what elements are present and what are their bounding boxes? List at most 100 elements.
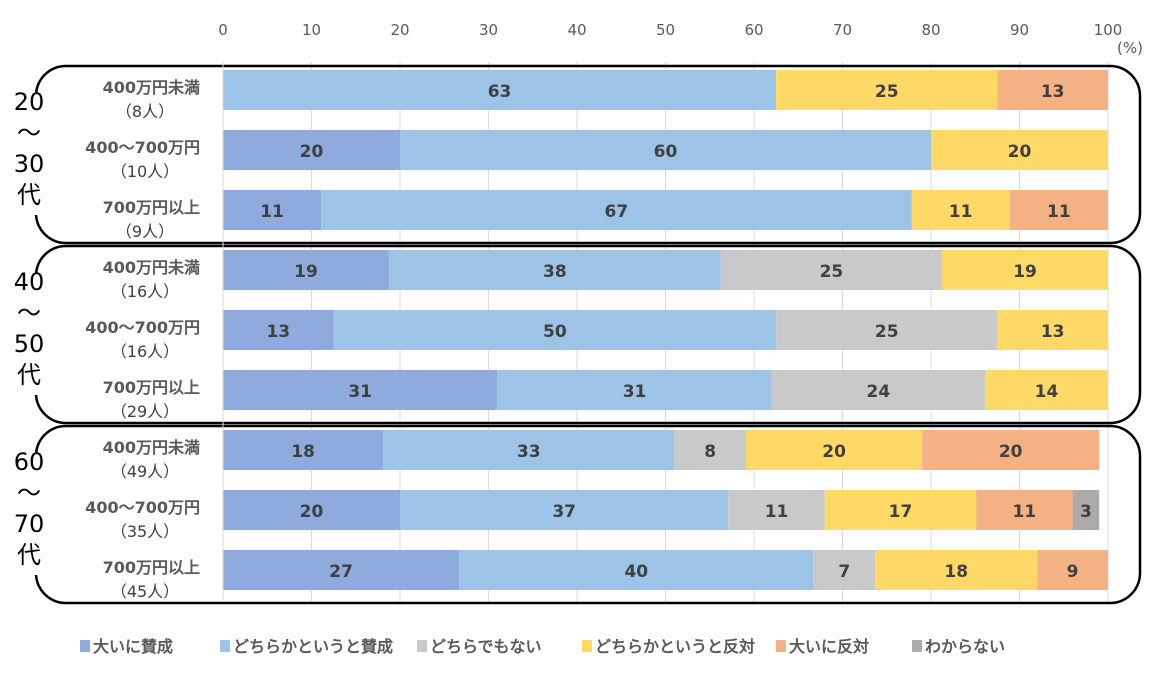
- x-tick-label: 80: [921, 21, 940, 39]
- group-label: ～: [17, 299, 41, 327]
- bar-segment: [776, 70, 998, 110]
- category-label: 400万円未満: [103, 78, 200, 97]
- data-label: 11: [260, 202, 284, 222]
- x-tick-label: 0: [218, 21, 228, 39]
- respondent-count: （49人）: [111, 462, 179, 481]
- category-label: 700万円以上: [103, 558, 200, 577]
- data-label: 17: [889, 502, 913, 522]
- bar-segment: [1072, 490, 1100, 530]
- bar-segment: [400, 490, 729, 530]
- legend-swatch: [417, 640, 427, 652]
- bar-segment: [223, 370, 498, 410]
- bar-segment: [824, 490, 977, 530]
- data-label: 3: [1080, 502, 1092, 522]
- category-label: 400万円未満: [103, 438, 200, 457]
- data-label: 11: [1013, 502, 1037, 522]
- category-label: 400～700万円: [85, 138, 200, 157]
- group-label: 70: [14, 510, 45, 538]
- legend-swatch: [220, 640, 230, 652]
- respondent-count: （35人）: [111, 522, 179, 541]
- respondent-count: （8人）: [116, 102, 174, 121]
- bar-segment: [997, 310, 1108, 350]
- group-label: 代: [17, 361, 41, 389]
- group-label: 30: [14, 150, 45, 178]
- legend-label: 大いに反対: [789, 637, 869, 656]
- bar-segment: [223, 310, 334, 350]
- data-label: 8: [704, 442, 716, 462]
- data-label: 31: [348, 382, 372, 402]
- group-label: 20: [14, 88, 45, 116]
- bar-segment: [459, 550, 814, 590]
- data-label: 13: [266, 322, 290, 342]
- data-label: 25: [875, 82, 899, 102]
- data-label: 40: [624, 562, 648, 582]
- group-label: 50: [14, 330, 45, 358]
- group-label: 代: [17, 541, 41, 569]
- x-tick-label: 60: [744, 21, 763, 39]
- data-label: 13: [1041, 322, 1065, 342]
- category-label: 400～700万円: [85, 318, 200, 337]
- data-label: 37: [552, 502, 576, 522]
- data-label: 31: [623, 382, 647, 402]
- bar-segment: [875, 550, 1038, 590]
- legend-label: どちらでもない: [430, 637, 542, 656]
- data-label: 20: [822, 442, 846, 462]
- respondent-count: （29人）: [111, 402, 179, 421]
- group-label: ～: [17, 119, 41, 147]
- data-label: 20: [300, 142, 324, 162]
- bar-segment: [333, 310, 777, 350]
- data-label: 18: [944, 562, 968, 582]
- bar-segment: [746, 430, 923, 470]
- respondent-count: （9人）: [116, 222, 174, 241]
- bar-segment: [223, 430, 384, 470]
- bracket-gap: [22, 274, 52, 395]
- legend-label: どちらかというと賛成: [233, 637, 393, 656]
- legend-swatch: [776, 640, 786, 652]
- bar-segment: [728, 490, 825, 530]
- data-label: 19: [1013, 262, 1037, 282]
- data-label: 11: [765, 502, 789, 522]
- category-label: 400万円未満: [103, 258, 200, 277]
- bar-segment: [321, 190, 912, 230]
- data-label: 13: [1041, 82, 1065, 102]
- bar-segment: [771, 370, 985, 410]
- bar-segment: [383, 430, 675, 470]
- legend-swatch: [80, 640, 90, 652]
- bar-segment: [223, 190, 322, 230]
- group-label: 40: [14, 268, 45, 296]
- data-label: 27: [329, 562, 353, 582]
- x-tick-label: 70: [833, 21, 852, 39]
- bar-segment: [720, 250, 943, 290]
- data-label: 60: [654, 142, 678, 162]
- bar-segment: [223, 490, 400, 530]
- bar-segment: [997, 70, 1108, 110]
- data-label: 24: [867, 382, 891, 402]
- data-label: 14: [1035, 382, 1059, 402]
- bar-segment: [813, 550, 876, 590]
- bar-segment: [388, 250, 721, 290]
- bar-segment: [942, 250, 1108, 290]
- data-label: 63: [488, 82, 512, 102]
- bar-segment: [1009, 190, 1108, 230]
- respondent-count: （45人）: [111, 582, 179, 601]
- x-tick-label: 40: [567, 21, 586, 39]
- data-label: 33: [517, 442, 541, 462]
- bar-segment: [223, 550, 460, 590]
- x-tick-label: 20: [390, 21, 409, 39]
- legend-swatch: [912, 640, 922, 652]
- legend-label: 大いに賛成: [93, 637, 173, 656]
- respondent-count: （10人）: [111, 162, 179, 181]
- group-label: 60: [14, 448, 45, 476]
- x-tick-label: 50: [656, 21, 675, 39]
- x-tick-label: 30: [479, 21, 498, 39]
- data-label: 20: [999, 442, 1023, 462]
- data-label: 25: [820, 262, 844, 282]
- respondent-count: （16人）: [111, 282, 179, 301]
- data-label: 7: [838, 562, 850, 582]
- category-label: 700万円以上: [103, 198, 200, 217]
- category-label: 700万円以上: [103, 378, 200, 397]
- bar-segment: [984, 370, 1108, 410]
- data-label: 19: [294, 262, 318, 282]
- data-label: 18: [291, 442, 315, 462]
